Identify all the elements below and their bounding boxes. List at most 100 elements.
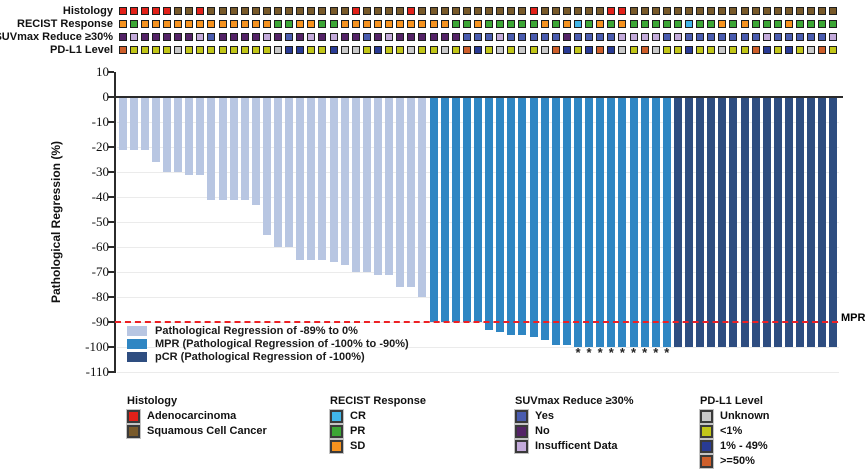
patient-bar-mpr: [585, 97, 594, 347]
track-label-pdl1: PD-L1 Level: [50, 44, 113, 56]
patient-bar-reg: [418, 97, 427, 297]
suvmax-square: [196, 33, 205, 41]
histology-square: [262, 7, 271, 15]
patient-bar-reg: [351, 97, 360, 272]
pdl1-square: [773, 46, 782, 54]
pdl1-square: [185, 46, 194, 54]
legend-item-label: CR: [350, 410, 366, 422]
pdl1-square: [462, 46, 471, 54]
suvmax-square: [518, 33, 527, 41]
y-tick-label: -50: [91, 214, 109, 229]
patient-bar-pcr: [685, 97, 694, 347]
histology-square: [118, 7, 127, 15]
pdl1-square: [740, 46, 749, 54]
y-tick-mark: [108, 371, 114, 373]
recist-square: [529, 20, 538, 28]
pdl1-square: [685, 46, 694, 54]
recist-square: [262, 20, 271, 28]
patient-bar-mpr: [618, 97, 627, 347]
significance-asterisk: *: [630, 345, 637, 360]
pdl1-square: [474, 46, 482, 54]
histology-square: [340, 7, 349, 15]
legend-item-label: SD: [350, 440, 366, 452]
suvmax-square: [707, 33, 716, 41]
zero-baseline: [114, 96, 843, 98]
suvmax-square: [140, 33, 149, 41]
suvmax-square: [507, 33, 516, 41]
histology-square: [540, 7, 549, 15]
suvmax-square: [462, 33, 471, 41]
patient-bar-mpr: [651, 97, 660, 347]
histology-square: [651, 7, 660, 15]
pdl1-square: [596, 46, 605, 54]
suvmax-square: [296, 33, 305, 41]
pdl1-square: [440, 46, 449, 54]
recist-square: [174, 20, 183, 28]
pdl1-square: [418, 46, 427, 54]
patient-bar-pcr: [751, 97, 760, 347]
y-tick-label: -100: [85, 339, 109, 354]
patient-bar-reg: [174, 97, 183, 172]
legend-item-label: <1%: [720, 425, 743, 437]
y-tick-label: 10: [96, 64, 109, 79]
histology-square: [151, 7, 160, 15]
patient-bar-pcr: [829, 97, 838, 347]
histology-square: [785, 7, 793, 15]
histology-square: [351, 7, 360, 15]
patient-bar-pcr: [762, 97, 771, 347]
suvmax-square: [262, 33, 271, 41]
y-axis-title: Pathological Regression (%): [49, 140, 63, 304]
pdl1-square: [718, 46, 727, 54]
suvmax-square: [385, 33, 394, 41]
recist-square: [707, 20, 716, 28]
patient-bar-mpr: [485, 97, 494, 330]
significance-asterisk: *: [653, 345, 659, 360]
patient-bar-pcr: [729, 97, 738, 347]
y-tick-mark: [108, 246, 114, 248]
significance-asterisk: *: [664, 345, 670, 360]
suvmax-square: [185, 33, 194, 41]
mpr-threshold-line: [115, 321, 838, 323]
pdl1-square: [140, 46, 149, 54]
patient-bar-mpr: [529, 97, 538, 337]
suvmax-square: [718, 33, 727, 41]
patient-bar-reg: [151, 97, 160, 162]
legend-item-label: Unknown: [720, 410, 770, 422]
histology-square: [685, 7, 694, 15]
patient-bar-mpr: [507, 97, 516, 335]
suvmax-square: [407, 33, 416, 41]
histology-square: [129, 7, 138, 15]
reg-swatch: [127, 326, 147, 336]
recist-square: [407, 20, 416, 28]
suvmax-square: [174, 33, 183, 41]
y-tick-mark: [108, 196, 114, 198]
pdl1-square: [529, 46, 538, 54]
legend-title-4: PD-L1 Level: [700, 395, 763, 407]
y-tick-mark: [108, 146, 114, 148]
recist-square: [151, 20, 160, 28]
pdl1-square: [496, 46, 505, 54]
recist-square: [418, 20, 427, 28]
recist-square: [607, 20, 616, 28]
suvmax-square: [773, 33, 782, 41]
plot-legend-label: MPR (Pathological Regression of -100% to…: [155, 338, 409, 350]
suvmax-square: [585, 33, 594, 41]
patient-bar-mpr: [440, 97, 449, 322]
suvmax-square: [751, 33, 760, 41]
pdl1-square: [407, 46, 416, 54]
y-tick-mark: [108, 346, 114, 348]
patient-bar-reg: [218, 97, 227, 200]
recist-square: [662, 20, 671, 28]
pdl1-square: [151, 46, 160, 54]
recist-square: [462, 20, 471, 28]
patient-bar-pcr: [718, 97, 727, 347]
histology-square: [307, 7, 316, 15]
recist-square: [762, 20, 771, 28]
suvmax-square: [474, 33, 482, 41]
suvmax-square: [207, 33, 216, 41]
recist-square: [429, 20, 438, 28]
y-tick-mark: [108, 71, 114, 73]
recist-square: [518, 20, 527, 28]
recist-square: [140, 20, 149, 28]
patient-bar-reg: [162, 97, 171, 172]
